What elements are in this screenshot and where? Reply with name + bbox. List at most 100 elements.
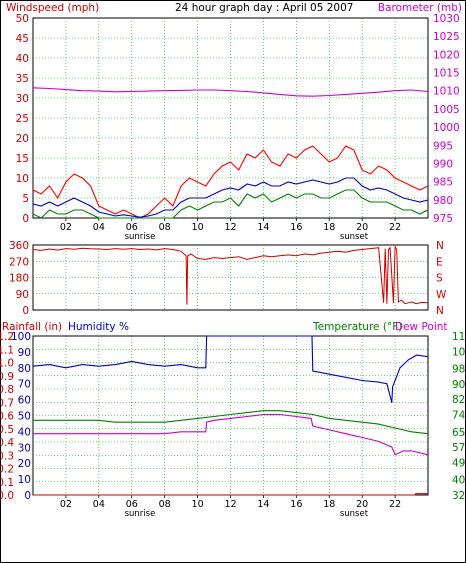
series-temperature-line [33,410,429,435]
sunset-marker: sunset [340,232,369,242]
windspeed-tick-label: 50 [16,13,29,25]
direction-tick-label: 0 [22,305,29,317]
barometer-tick-label: 1015 [433,68,460,80]
x-tick-label: 12 [224,222,236,233]
rainfall-tick-label: 0.6 [0,411,14,423]
x-tick-label: 10 [192,499,204,510]
rainfall-tick-label: 0.3 [0,450,14,462]
windspeed-tick-label: 35 [16,73,29,85]
windspeed-tick-label: 0 [22,213,29,225]
barometer-tick-label: 1005 [433,104,460,116]
rainfall-tick-label: 1.1 [0,344,14,356]
temperature-tick-label: 90 [452,379,465,391]
temperature-tick-label: 49 [452,457,465,469]
barometer-tick-label: 1010 [433,86,460,98]
sunrise-marker: sunrise [125,509,156,519]
compass-tick-label: S [436,273,443,285]
dewpoint-axis-title: Dew Point [395,321,448,333]
barometer-tick-label: 1030 [433,13,460,25]
compass-tick-label: E [436,256,443,268]
chart-title: 24 hour graph day : April 05 2007 [175,2,353,14]
temperature-tick-label: 82 [452,394,465,406]
compass-tick-label: N [436,240,444,252]
x-tick-label: 04 [93,222,105,233]
humidity-tick-label: 0 [24,490,31,502]
series-direction-line [32,245,429,305]
barometer-axis-title: Barometer (mb) [378,2,462,14]
x-tick-label: 22 [389,222,401,233]
barometer-tick-label: 990 [433,158,453,170]
direction-tick-label: 90 [16,289,29,301]
x-tick-label: 04 [93,499,105,510]
x-tick-label: 08 [159,499,171,510]
x-tick-label: 20 [356,499,368,510]
humidity-tick-label: 90 [18,347,31,359]
humidity-tick-label: 20 [18,458,31,470]
barometer-tick-label: 1020 [433,49,460,61]
temperature-tick-label: 107 [452,346,466,358]
rain-humidity-temp-panel: 0.00.10.2 0.30.40.50.6 0.70.80.91.0 1.11.2 0… [0,331,466,519]
windspeed-tick-label: 10 [16,173,29,185]
direction-tick-label: 180 [9,273,29,285]
direction-tick-label: 270 [9,256,29,268]
series-avg-line [32,177,429,218]
series-rainfall-line [33,493,428,496]
x-tick-label: 14 [257,499,269,510]
x-tick-label: 16 [290,499,302,510]
series-dewpoint-line [33,413,429,456]
windspeed-tick-label: 45 [16,33,29,45]
temperature-tick-label: 74 [452,410,466,422]
windspeed-tick-label: 5 [22,193,29,205]
compass-tick-label: N [436,305,444,317]
windspeed-tick-label: 25 [16,113,29,125]
windspeed-axis-title: Windspeed (mph) [6,2,99,14]
rainfall-tick-label: 0.5 [0,424,14,436]
barometer-tick-label: 975 [433,213,453,225]
rainfall-axis-title: Rainfall (in) [2,321,62,333]
series-humidity-line [32,335,429,403]
x-tick-label: 06 [126,499,138,510]
x-tick-label: 14 [257,222,269,233]
x-tick-label: 18 [323,499,335,510]
series-low-line [32,189,429,219]
temperature-tick-label: 115 [452,331,466,343]
x-tick-label: 08 [159,222,171,233]
rainfall-tick-label: 1.0 [0,358,14,370]
rainfall-tick-label: 0.4 [0,437,14,449]
barometer-tick-label: 1000 [433,122,460,134]
wind-barometer-panel: 0510152025303540455097598098599099510001… [16,13,460,242]
x-tick-label: 16 [290,222,302,233]
windspeed-tick-label: 20 [16,133,29,145]
rainfall-tick-label: 0.9 [0,371,14,383]
humidity-tick-label: 100 [11,331,31,343]
series-baro-line [32,87,429,97]
sunrise-marker: sunrise [125,232,156,242]
direction-tick-label: 360 [9,240,29,252]
humidity-tick-label: 40 [18,426,31,438]
windspeed-tick-label: 15 [16,153,29,165]
rainfall-tick-label: 1.2 [0,331,14,343]
temperature-axis-title: Temperature (°F) [312,321,402,333]
windspeed-tick-label: 30 [16,93,29,105]
x-tick-label: 20 [356,222,368,233]
temperature-tick-label: 57 [452,442,465,454]
humidity-tick-label: 50 [18,411,31,423]
x-tick-label: 18 [323,222,335,233]
barometer-tick-label: 995 [433,140,453,152]
windspeed-tick-label: 40 [16,53,29,65]
rainfall-tick-label: 0.8 [0,384,14,396]
humidity-tick-label: 80 [18,363,31,375]
temperature-tick-label: 32 [452,490,465,502]
barometer-tick-label: 1025 [433,31,460,43]
humidity-tick-label: 30 [18,442,31,454]
humidity-tick-label: 70 [18,379,31,391]
humidity-tick-label: 60 [18,395,31,407]
barometer-tick-label: 980 [433,195,453,207]
temperature-tick-label: 98 [452,364,465,376]
compass-tick-label: W [436,289,447,301]
temperature-tick-label: 65 [452,427,465,439]
x-tick-label: 22 [389,499,401,510]
x-tick-label: 02 [60,222,72,233]
